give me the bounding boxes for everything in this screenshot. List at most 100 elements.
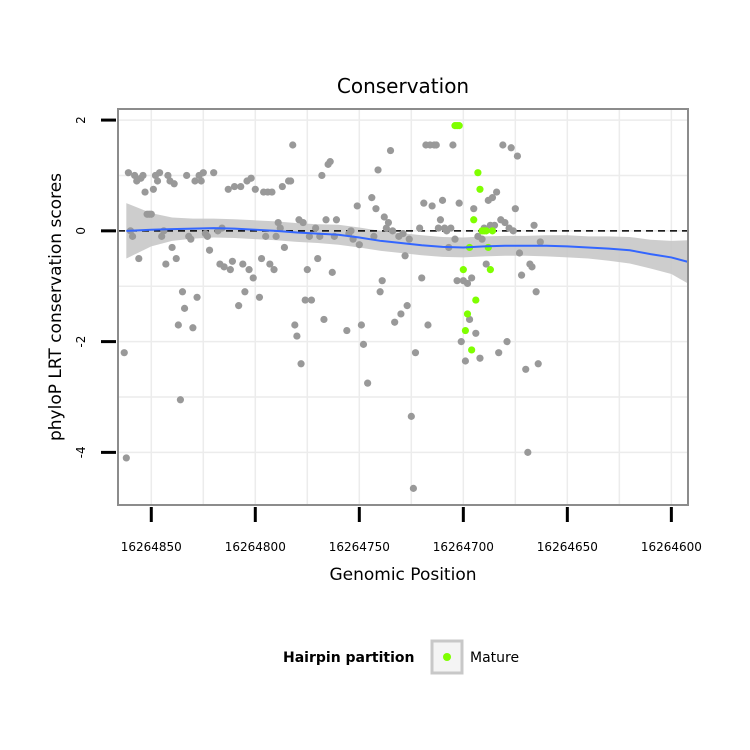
data-point bbox=[355, 241, 363, 249]
data-point bbox=[470, 205, 478, 213]
background-points bbox=[120, 141, 544, 492]
y-tick-label: 2 bbox=[74, 116, 88, 124]
data-point bbox=[388, 227, 397, 235]
data-point bbox=[120, 349, 128, 357]
data-point bbox=[307, 296, 316, 304]
mature-point bbox=[461, 326, 470, 335]
data-point bbox=[239, 260, 247, 268]
data-point bbox=[449, 141, 457, 149]
y-tick-label: -2 bbox=[74, 336, 88, 348]
data-point bbox=[420, 199, 428, 207]
data-point bbox=[511, 205, 519, 213]
data-point bbox=[432, 141, 440, 149]
data-point bbox=[468, 274, 476, 282]
data-point bbox=[122, 454, 130, 462]
mature-point bbox=[459, 266, 467, 274]
mature-point bbox=[476, 185, 484, 193]
data-point bbox=[249, 274, 257, 282]
data-point bbox=[301, 296, 309, 304]
data-point bbox=[141, 188, 149, 196]
data-point bbox=[405, 235, 413, 243]
data-point bbox=[368, 194, 376, 202]
data-point bbox=[287, 177, 295, 185]
data-point bbox=[495, 349, 503, 357]
data-point bbox=[247, 174, 255, 182]
mature-point bbox=[455, 122, 463, 130]
data-point bbox=[409, 484, 418, 492]
y-tick-label: -4 bbox=[74, 446, 88, 458]
data-point bbox=[472, 329, 480, 337]
data-point bbox=[322, 216, 330, 224]
data-point bbox=[199, 169, 207, 177]
data-point bbox=[397, 310, 405, 318]
data-point bbox=[262, 232, 270, 240]
data-point bbox=[407, 412, 415, 420]
data-point bbox=[463, 279, 472, 288]
plot-panel bbox=[117, 108, 689, 506]
data-point bbox=[382, 224, 390, 232]
data-point bbox=[488, 194, 497, 202]
data-point bbox=[461, 357, 470, 365]
x-tick-label: 16264600 bbox=[641, 540, 702, 554]
data-point bbox=[224, 185, 232, 193]
data-point bbox=[490, 221, 499, 229]
data-point bbox=[455, 199, 463, 207]
data-point bbox=[312, 224, 320, 232]
data-point bbox=[384, 218, 393, 227]
data-point bbox=[156, 169, 164, 177]
mature-point bbox=[463, 310, 472, 318]
x-tick-label: 16264700 bbox=[433, 540, 494, 554]
x-tick-label: 16264750 bbox=[329, 540, 390, 554]
legend-title: Hairpin partition bbox=[283, 650, 414, 666]
mature-point bbox=[488, 227, 497, 235]
data-point bbox=[197, 177, 205, 185]
data-point bbox=[131, 171, 139, 180]
data-point bbox=[507, 144, 515, 152]
data-point bbox=[162, 260, 170, 268]
data-point bbox=[172, 254, 180, 263]
data-point bbox=[416, 224, 424, 232]
x-tick-label: 16264800 bbox=[225, 540, 286, 554]
panel-border bbox=[117, 108, 689, 506]
data-point bbox=[230, 182, 239, 191]
data-point bbox=[476, 354, 484, 362]
data-point bbox=[180, 304, 189, 312]
data-point bbox=[411, 349, 420, 357]
mature-point bbox=[486, 266, 494, 274]
data-point bbox=[524, 448, 532, 456]
data-point bbox=[280, 243, 289, 252]
y-axis-title: phyloP LRT conservation scores bbox=[46, 173, 66, 441]
data-point bbox=[386, 146, 395, 155]
data-point bbox=[372, 205, 380, 213]
data-point bbox=[357, 321, 365, 329]
data-point bbox=[147, 210, 155, 218]
data-point bbox=[272, 232, 280, 240]
mature-point bbox=[468, 346, 476, 354]
data-point bbox=[453, 277, 461, 285]
data-point bbox=[391, 318, 399, 326]
data-point bbox=[278, 182, 286, 191]
data-point bbox=[170, 180, 178, 188]
legend-mature-label: Mature bbox=[470, 650, 519, 666]
data-point bbox=[291, 321, 299, 329]
data-point bbox=[168, 243, 176, 252]
smooth-trend-line bbox=[126, 227, 689, 263]
legend: Hairpin partition Mature bbox=[283, 639, 519, 675]
x-axis-title: Genomic Position bbox=[329, 565, 476, 585]
data-point bbox=[343, 326, 351, 335]
data-point bbox=[374, 166, 382, 174]
data-point bbox=[320, 315, 328, 324]
data-point bbox=[274, 218, 282, 227]
data-point bbox=[187, 235, 195, 243]
mature-point bbox=[474, 169, 482, 177]
data-point bbox=[364, 379, 372, 387]
data-point bbox=[399, 230, 407, 238]
data-point bbox=[326, 158, 334, 166]
data-point bbox=[517, 271, 526, 279]
data-point bbox=[220, 263, 228, 271]
data-point bbox=[380, 213, 388, 221]
data-point bbox=[193, 293, 201, 301]
data-point bbox=[534, 360, 542, 368]
data-point bbox=[401, 252, 409, 260]
data-point bbox=[226, 266, 234, 274]
